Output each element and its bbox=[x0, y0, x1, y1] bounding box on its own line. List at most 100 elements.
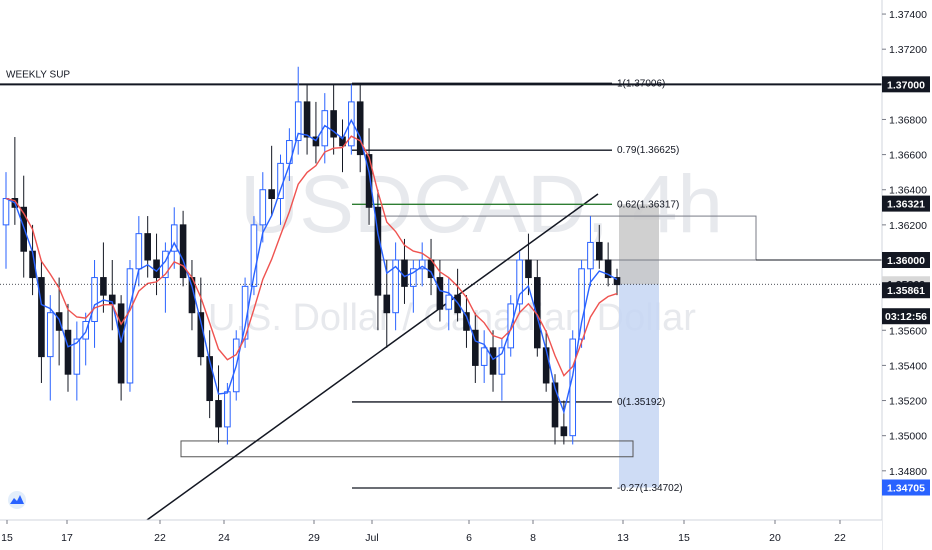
time-tick-label: 13 bbox=[617, 532, 629, 544]
price-tick-label: 1.37200 bbox=[889, 44, 927, 56]
candle-body bbox=[91, 277, 98, 322]
price-tag-label: 1.36321 bbox=[887, 199, 925, 211]
time-axis[interactable]: 15 17 22 24 29 Jul 6 8 13 15 20 22 bbox=[0, 519, 882, 550]
support-rectangle bbox=[180, 440, 634, 458]
overlays-layer bbox=[0, 118, 882, 415]
candle-body bbox=[587, 241, 594, 270]
price-tag[interactable] bbox=[882, 308, 930, 325]
candle-body bbox=[392, 259, 399, 314]
candle-body bbox=[463, 312, 470, 331]
candle-body bbox=[498, 347, 506, 375]
price-tick-label: 1.35600 bbox=[889, 325, 927, 337]
candle-body bbox=[374, 206, 382, 296]
fib-level-label: -0.27(1.34702) bbox=[617, 483, 683, 494]
candle-body bbox=[170, 224, 178, 252]
weekly-sup-label: WEEKLY SUP bbox=[6, 69, 70, 80]
candle-body bbox=[73, 338, 81, 375]
gray-box bbox=[619, 204, 659, 285]
candle-body bbox=[144, 233, 151, 261]
price-tick-label: 1.35200 bbox=[889, 396, 927, 408]
price-axis[interactable]: 1.37400 1.37200 1.36800 1.36600 1.36400 1.362… bbox=[881, 0, 932, 550]
ema-fast-line bbox=[5, 118, 618, 415]
candle-body bbox=[312, 136, 320, 147]
candle-body bbox=[268, 189, 275, 200]
candle-body bbox=[516, 259, 523, 305]
watermark-description: U.S. Dollar / Canadian Dollar bbox=[208, 297, 696, 339]
price-tag-label: 03:12:56 bbox=[885, 311, 927, 323]
candle-body bbox=[525, 259, 532, 279]
candle-body bbox=[250, 224, 258, 287]
candle-body bbox=[206, 356, 213, 402]
price-tag-label: 1.36000 bbox=[887, 255, 925, 267]
candle-body bbox=[480, 347, 488, 366]
candle-body bbox=[46, 312, 54, 358]
candle-body bbox=[224, 391, 231, 428]
time-tick-label: 29 bbox=[308, 532, 320, 544]
price-tag[interactable] bbox=[882, 479, 930, 496]
candle-body bbox=[472, 329, 479, 366]
time-tick-label: 20 bbox=[769, 532, 781, 544]
price-tick-label: 1.36800 bbox=[889, 114, 927, 126]
price-tag[interactable] bbox=[882, 195, 930, 212]
fib-level-label: 0.79(1.36625) bbox=[617, 145, 679, 156]
price-tick-label: 1.35000 bbox=[889, 431, 927, 443]
time-tick-label: 15 bbox=[1, 532, 13, 544]
candle-body bbox=[445, 294, 453, 310]
time-tick-label: 24 bbox=[218, 532, 230, 544]
fib-level-label: 1(1.37006) bbox=[617, 78, 665, 89]
candle-body bbox=[215, 400, 222, 428]
price-tag[interactable] bbox=[882, 282, 930, 299]
candle-body bbox=[294, 101, 302, 142]
price-tick-label: 1.36400 bbox=[889, 185, 927, 197]
candle-body bbox=[489, 347, 497, 375]
candle-body bbox=[20, 206, 28, 252]
price-tick-label: 1.36200 bbox=[889, 220, 927, 232]
candle-body bbox=[64, 329, 72, 375]
forecast-zone bbox=[619, 260, 659, 488]
candle-body bbox=[604, 259, 612, 279]
fib-level-label: 0(1.35192) bbox=[617, 397, 665, 408]
price-tag[interactable] bbox=[882, 76, 930, 93]
price-tag-label: 1.34705 bbox=[887, 483, 925, 495]
candle-body bbox=[321, 110, 329, 147]
price-tag[interactable] bbox=[882, 252, 930, 268]
candle-body bbox=[613, 277, 621, 286]
candle-body bbox=[126, 268, 134, 384]
candle-body bbox=[348, 101, 355, 147]
candle-body bbox=[356, 101, 364, 156]
candle-body bbox=[401, 259, 408, 287]
time-tick-label: 22 bbox=[154, 532, 166, 544]
trendline bbox=[146, 193, 599, 521]
time-tick-label: 22 bbox=[834, 532, 846, 544]
candle-body bbox=[383, 294, 391, 314]
candle-body bbox=[365, 154, 373, 208]
candle-body bbox=[569, 338, 577, 437]
candle-body bbox=[551, 382, 559, 428]
candle-body bbox=[100, 277, 107, 296]
candle-body bbox=[117, 303, 125, 384]
candle-body bbox=[179, 224, 187, 279]
time-tick-label: 15 bbox=[678, 532, 690, 544]
candle-body bbox=[542, 347, 550, 384]
time-tick-label: 17 bbox=[61, 532, 73, 544]
price-tick-label: 1.35400 bbox=[889, 360, 927, 372]
time-tick-label: Jul bbox=[365, 532, 378, 544]
candle-body bbox=[38, 277, 45, 358]
candle-body bbox=[418, 259, 426, 270]
candle-body bbox=[578, 268, 585, 340]
price-tag-label: 1.35861 bbox=[887, 285, 925, 297]
candle-body bbox=[330, 110, 337, 138]
price-tick-label: 1.36600 bbox=[889, 150, 927, 162]
time-axis-bg bbox=[0, 520, 882, 550]
candle-body bbox=[303, 101, 311, 138]
candle-body bbox=[135, 233, 143, 270]
candle-body bbox=[436, 277, 444, 310]
price-tag-label: 1.37000 bbox=[887, 79, 925, 91]
tradingview-logo-icon[interactable] bbox=[8, 491, 26, 509]
candle-body bbox=[410, 268, 417, 287]
time-tick-label: 8 bbox=[530, 532, 536, 544]
candle-body bbox=[259, 189, 267, 226]
drawings-layer: WEEKLY SUP 1(1.37006) 0.79(1.36625) 0.62(1.… bbox=[0, 69, 882, 521]
